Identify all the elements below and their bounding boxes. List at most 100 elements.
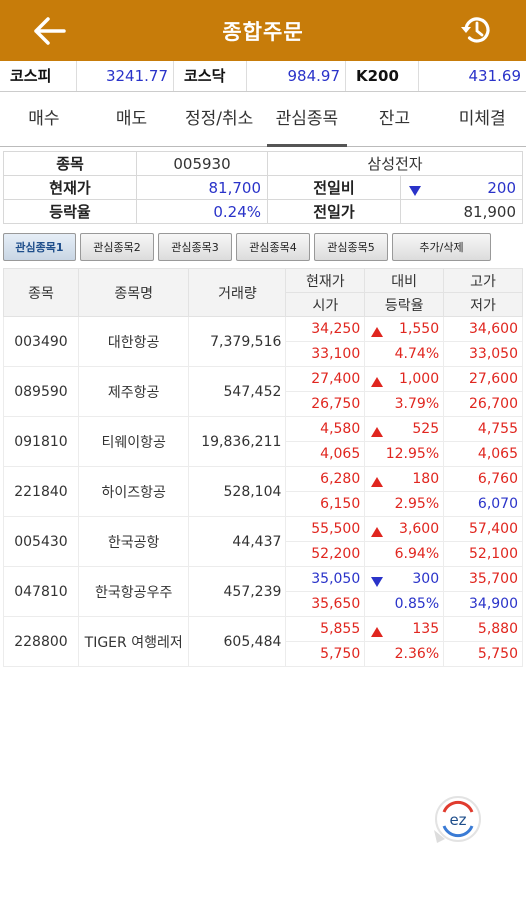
row-price: 34,250 [285,316,366,342]
row-code: 005430 [3,516,79,567]
watchlist-4-button[interactable]: 관심종목4 [236,233,310,261]
table-row-sub[interactable]: 35,650 0.85% 34,900 [4,591,523,617]
watchlist-5-button[interactable]: 관심종목5 [314,233,388,261]
row-high: 4,755 [443,416,523,442]
tab-sell[interactable]: 매도 [115,109,148,129]
change-label: 전일비 [267,175,401,200]
row-rate: 3.79% [364,391,445,417]
up-triangle-icon [371,627,384,637]
table-row[interactable]: 228800 TIGER 여행레저 605,484 5,855 135 5,880 [3,616,523,667]
table-row[interactable]: 005430 한국공항 44,437 55,500 3,600 57,400 [3,516,523,567]
row-code: 047810 [3,566,79,617]
rate-label: 등락율 [3,199,137,224]
tab-modify-cancel[interactable]: 정정/취소 [185,109,254,129]
col-header-open: 시가 [285,292,366,317]
add-delete-button[interactable]: 추가/삭제 [392,233,491,261]
market-index-bar: 코스피 3241.77 코스닥 984.97 K200 431.69 [0,61,526,92]
row-high: 27,600 [443,366,523,392]
col-header-diff: 대비 [364,268,445,293]
row-price: 35,050 [285,566,366,592]
row-low: 33,050 [443,341,523,367]
table-row[interactable]: 091810 티웨이항공 19,836,211 4,580 525 4,755 [3,416,523,467]
col-header-price: 현재가 [285,268,366,293]
table-row-sub[interactable]: 26,750 3.79% 26,700 [4,391,523,417]
price-label: 현재가 [3,175,137,200]
row-code: 221840 [3,466,79,517]
table-row-sub[interactable]: 33,100 4.74% 33,050 [4,341,523,367]
row-name: 티웨이항공 [77,416,190,467]
row-diff: 180 [364,466,445,492]
row-name: TIGER 여행레저 [77,616,190,667]
tab-unfilled[interactable]: 미체결 [458,109,506,129]
row-volume: 547,452 [188,366,287,417]
row-low: 5,750 [443,641,523,667]
row-high: 34,600 [443,316,523,342]
row-high: 5,880 [443,616,523,642]
row-low: 26,700 [443,391,523,417]
col-header-rate: 등락율 [364,292,445,317]
app-header: 종합주문 [0,0,526,61]
table-row-sub[interactable]: 4,065 12.95% 4,065 [4,441,523,467]
row-low: 52,100 [443,541,523,567]
table-row[interactable]: 089590 제주항공 547,452 27,400 1,000 27,600 [3,366,523,417]
row-code: 091810 [3,416,79,467]
row-diff: 3,600 [364,516,445,542]
row-price: 55,500 [285,516,366,542]
watchlist-2-button[interactable]: 관심종목2 [80,233,154,261]
col-header-code: 종목 [3,268,79,317]
watchlist-1-button[interactable]: 관심종목1 [3,233,76,261]
row-volume: 44,437 [188,516,287,567]
stock-info-table: 종목 005930 삼성전자 현재가 81,700 전일비 200 등락율 0.… [3,151,523,224]
code-label: 종목 [3,151,137,176]
row-price: 6,280 [285,466,366,492]
row-diff-value: 525 [412,421,440,437]
row-volume: 19,836,211 [188,416,287,467]
table-row[interactable]: 047810 한국항공우주 457,239 35,050 300 35,700 [3,566,523,617]
row-open: 4,065 [285,441,366,467]
down-triangle-icon [371,577,384,587]
stock-code-field[interactable]: 005930 [136,151,268,176]
col-header-high: 고가 [443,268,523,293]
row-diff-value: 1,550 [399,321,440,337]
change-value: 200 [400,175,523,200]
table-row-sub[interactable]: 52,200 6.94% 52,100 [4,541,523,567]
row-low: 6,070 [443,491,523,517]
table-row-sub[interactable]: 5,750 2.36% 5,750 [4,641,523,667]
change-rate: 0.24% [136,199,268,224]
down-triangle-icon [409,185,421,196]
row-open: 52,200 [285,541,366,567]
row-diff: 300 [364,566,445,592]
up-triangle-icon [371,327,384,337]
watchlist-3-button[interactable]: 관심종목3 [158,233,232,261]
row-rate: 4.74% [364,341,445,367]
row-low: 34,900 [443,591,523,617]
row-diff: 1,550 [364,316,445,342]
watchlist-button-row: 관심종목1 관심종목2 관심종목3 관심종목4 관심종목5 추가/삭제 [3,233,523,263]
row-diff: 525 [364,416,445,442]
stock-name-field[interactable]: 삼성전자 [267,151,523,176]
row-rate: 2.36% [364,641,445,667]
table-row-sub[interactable]: 6,150 2.95% 6,070 [4,491,523,517]
ez-floating-button[interactable]: ez [431,795,485,849]
row-rate: 0.85% [364,591,445,617]
col-header-low: 저가 [443,292,523,317]
row-price: 27,400 [285,366,366,392]
tab-buy[interactable]: 매수 [28,109,60,129]
row-diff-value: 180 [412,471,440,487]
tab-watchlist[interactable]: 관심종목 [263,92,351,147]
row-rate: 2.95% [364,491,445,517]
prev-price: 81,900 [400,199,523,224]
back-arrow-icon[interactable] [32,14,68,48]
row-price: 5,855 [285,616,366,642]
row-open: 26,750 [285,391,366,417]
history-icon[interactable] [458,12,494,48]
row-rate: 6.94% [364,541,445,567]
row-price: 4,580 [285,416,366,442]
row-volume: 7,379,516 [188,316,287,367]
tab-balance[interactable]: 잔고 [378,109,411,129]
row-high: 57,400 [443,516,523,542]
table-row[interactable]: 003490 대한항공 7,379,516 34,250 1,550 34,600 [3,316,523,367]
row-diff: 135 [364,616,445,642]
table-row[interactable]: 221840 하이즈항공 528,104 6,280 180 6,760 [3,466,523,517]
row-volume: 528,104 [188,466,287,517]
